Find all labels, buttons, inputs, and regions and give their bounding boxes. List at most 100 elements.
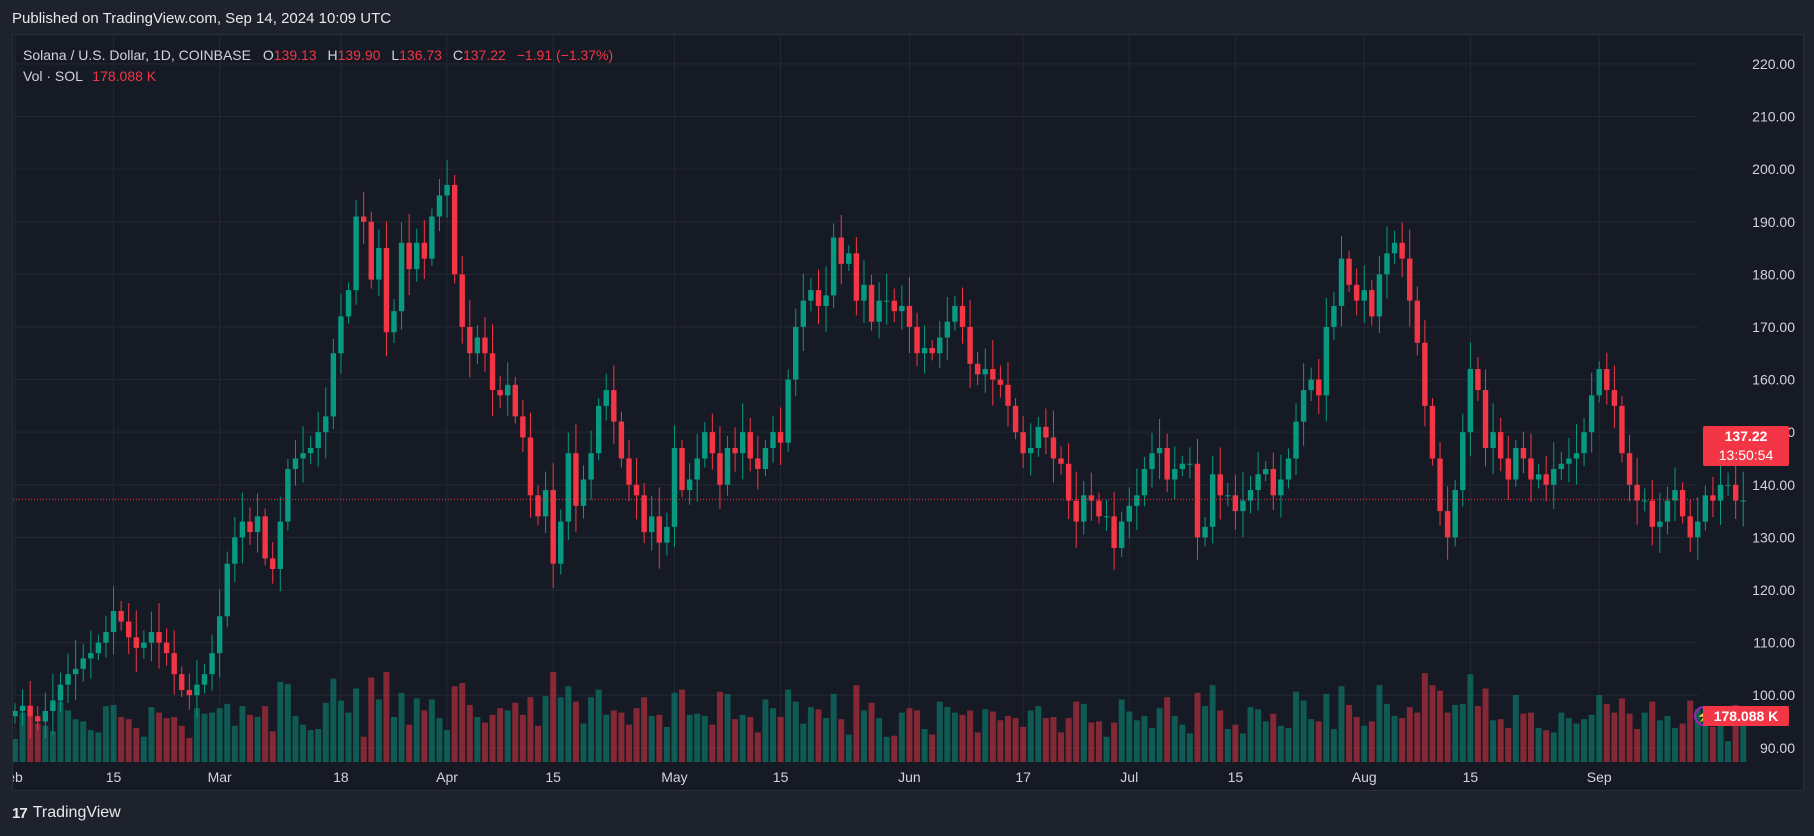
candle-body — [1566, 458, 1572, 464]
candle-body — [1050, 437, 1057, 459]
close-label: C — [452, 47, 463, 63]
volume-bar — [353, 688, 360, 762]
volume-bar — [1656, 720, 1663, 762]
volume-bar — [1035, 706, 1042, 762]
volume-bar — [1634, 729, 1641, 762]
volume-bar — [1353, 717, 1360, 762]
volume-bar — [1649, 701, 1656, 762]
volume-bar — [1641, 712, 1648, 762]
volume-bar — [1437, 690, 1444, 762]
volume-bar — [838, 719, 845, 762]
x-tick-label: 15 — [1463, 769, 1479, 785]
candle-body — [1497, 432, 1504, 459]
volume-bar — [663, 726, 670, 762]
volume-bar — [1020, 726, 1027, 762]
x-tick-label: May — [661, 769, 687, 785]
volume-bar — [1725, 741, 1732, 762]
candle-body — [1490, 432, 1496, 448]
candle-body — [232, 537, 238, 564]
volume-label[interactable]: Vol · SOL — [23, 68, 83, 84]
tradingview-logo[interactable]: 17 TradingView — [12, 804, 121, 822]
volume-bar — [1247, 707, 1254, 762]
volume-bar — [1270, 713, 1277, 762]
x-tick-label: Jun — [898, 769, 921, 785]
chart-legend: Solana / U.S. Dollar, 1D, COINBASE O139.… — [23, 45, 620, 87]
candle-body — [57, 684, 64, 701]
y-tick-label: 190.00 — [1752, 214, 1795, 230]
candle-body — [110, 611, 117, 633]
candle-body — [1513, 447, 1519, 480]
volume-bar — [777, 717, 784, 762]
y-tick-label: 160.00 — [1752, 372, 1795, 388]
volume-bar — [709, 724, 716, 762]
candle-body — [838, 237, 844, 264]
volume-bar — [1406, 707, 1413, 762]
volume-bar — [1239, 733, 1246, 762]
candle-body — [868, 284, 875, 322]
volume-bar — [1194, 692, 1201, 762]
volume-bar — [1512, 695, 1519, 762]
candlestick-chart[interactable]: 90.00100.00110.00120.00130.00140.00150.0… — [13, 35, 1804, 791]
volume-bar — [1399, 718, 1406, 762]
candle-body — [815, 290, 822, 306]
candle-body — [739, 432, 746, 454]
candle-body — [247, 521, 253, 533]
candle-body — [406, 242, 412, 270]
candle-body — [383, 248, 390, 333]
candle-body — [686, 479, 693, 491]
volume-bar — [1315, 721, 1322, 762]
candle-body — [1528, 458, 1534, 480]
candle-body — [474, 337, 481, 354]
candle-body — [679, 447, 685, 491]
candle-body — [1642, 500, 1648, 502]
volume-bar — [1088, 722, 1095, 762]
volume-bar — [1042, 718, 1049, 762]
candle-body — [959, 305, 966, 327]
volume-bar — [656, 714, 663, 762]
candle-body — [338, 316, 344, 354]
candle-body — [133, 637, 139, 648]
volume-bar — [284, 684, 291, 762]
candle-body — [1323, 326, 1330, 396]
candle-body — [967, 326, 973, 364]
candle-body — [1293, 421, 1299, 459]
x-tick-label: 17 — [1015, 769, 1031, 785]
low-value: 136.73 — [399, 47, 442, 63]
volume-bar — [1626, 713, 1633, 762]
volume-bar — [1421, 673, 1428, 762]
volume-bar — [1080, 703, 1087, 762]
candle-body — [876, 300, 882, 322]
candle-body — [830, 237, 837, 296]
candle-body — [1702, 495, 1709, 522]
volume-bar — [1414, 712, 1421, 762]
symbol-title[interactable]: Solana / U.S. Dollar, 1D, COINBASE — [23, 47, 251, 63]
candle-body — [558, 521, 564, 564]
candle-body — [1520, 447, 1527, 459]
chart-panel[interactable]: 90.00100.00110.00120.00130.00140.00150.0… — [12, 34, 1804, 791]
candle-body — [1338, 258, 1345, 306]
volume-bar — [1262, 721, 1269, 762]
volume-bar — [1141, 715, 1148, 762]
volume-bar — [398, 692, 405, 762]
volume-bar — [65, 710, 72, 762]
volume-bar — [444, 730, 451, 762]
candle-body — [1384, 253, 1390, 275]
volume-bar — [982, 709, 989, 762]
tradingview-mark-icon: 17 — [12, 804, 28, 822]
volume-bar — [860, 710, 867, 762]
volume-bar — [1330, 729, 1337, 762]
candle-body — [1240, 500, 1246, 512]
candle-body — [1695, 521, 1701, 538]
candle-body — [1649, 500, 1655, 527]
volume-bar — [1126, 711, 1133, 762]
candle-body — [1391, 242, 1398, 254]
candle-body — [1187, 463, 1193, 465]
volume-bar — [1293, 691, 1300, 762]
candle-body — [467, 326, 473, 354]
volume-bar — [679, 689, 686, 762]
volume-bar — [716, 691, 723, 762]
volume-bar — [921, 729, 928, 762]
candle-body — [224, 563, 230, 617]
volume-bar — [648, 715, 655, 762]
volume-bar — [883, 736, 890, 762]
